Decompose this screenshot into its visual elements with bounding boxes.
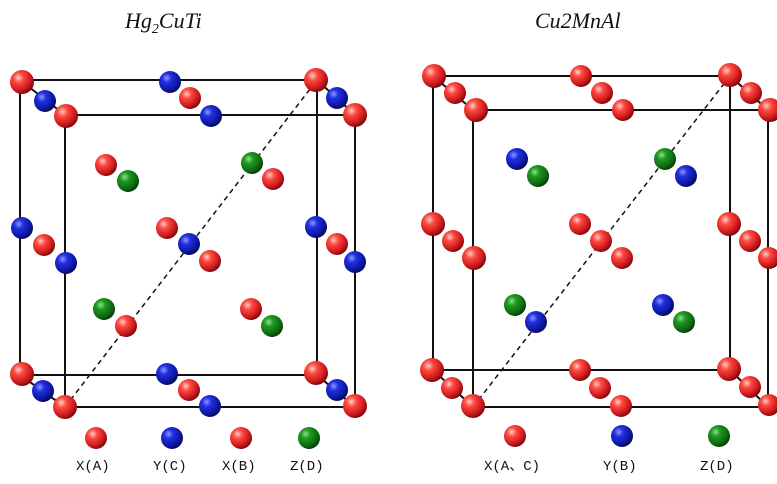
- atom-green: [261, 315, 283, 337]
- atom-red: [33, 234, 55, 256]
- atom-red: [462, 246, 486, 270]
- atom-red: [610, 395, 632, 417]
- atom-red: [758, 394, 777, 416]
- legend-swatch-xac: [504, 425, 526, 447]
- atom-red: [304, 68, 328, 92]
- left-legend: X(A) Y(C) X(B) Z(D): [76, 427, 324, 475]
- atom-red: [442, 230, 464, 252]
- atom-blue: [55, 252, 77, 274]
- legend-label-yb: Y(B): [603, 459, 637, 475]
- atom-red: [240, 298, 262, 320]
- atom-blue: [344, 251, 366, 273]
- atom-red: [739, 230, 761, 252]
- atom-blue: [326, 379, 348, 401]
- legend-swatch-yc: [161, 427, 183, 449]
- atom-red: [343, 103, 367, 127]
- atom-blue: [675, 165, 697, 187]
- left-body-diagonal: [64, 79, 318, 408]
- legend-label-zd-right: Z(D): [700, 459, 734, 475]
- atom-green: [117, 170, 139, 192]
- right-legend: X(A、C) Y(B) Z(D): [484, 425, 734, 475]
- legend-swatch-zd: [298, 427, 320, 449]
- atom-blue: [178, 233, 200, 255]
- atom-red: [199, 250, 221, 272]
- atom-red: [420, 358, 444, 382]
- legend-label-xa: X(A): [76, 459, 110, 475]
- atom-red: [10, 70, 34, 94]
- atom-red: [589, 377, 611, 399]
- atom-red: [758, 247, 777, 269]
- legend-label-yc: Y(C): [153, 459, 187, 475]
- atom-red: [612, 99, 634, 121]
- atom-red: [740, 82, 762, 104]
- atom-blue: [159, 71, 181, 93]
- right-atoms: [420, 63, 777, 418]
- atom-red: [156, 217, 178, 239]
- left-panel-title: Hg2CuTi: [124, 8, 202, 37]
- atom-green: [93, 298, 115, 320]
- left-unit-cell: X(A) Y(C) X(B) Z(D): [10, 68, 367, 475]
- atom-blue: [506, 148, 528, 170]
- atom-blue: [305, 216, 327, 238]
- legend-swatch-yb: [611, 425, 633, 447]
- atom-blue: [32, 380, 54, 402]
- atom-green: [504, 294, 526, 316]
- atom-red: [115, 315, 137, 337]
- atom-red: [461, 394, 485, 418]
- atom-red: [570, 65, 592, 87]
- atom-blue: [525, 311, 547, 333]
- atom-red: [758, 98, 777, 122]
- atom-red: [611, 247, 633, 269]
- atom-blue: [199, 395, 221, 417]
- atom-red: [95, 154, 117, 176]
- atom-red: [464, 98, 488, 122]
- atom-red: [718, 63, 742, 87]
- atom-red: [54, 104, 78, 128]
- right-unit-cell: X(A、C) Y(B) Z(D): [420, 63, 777, 475]
- legend-label-zd: Z(D): [290, 459, 324, 475]
- legend-label-xac: X(A、C): [484, 459, 540, 475]
- atom-red: [53, 395, 77, 419]
- atom-red: [262, 168, 284, 190]
- legend-swatch-xb: [230, 427, 252, 449]
- atom-red: [178, 379, 200, 401]
- atom-blue: [200, 105, 222, 127]
- legend-label-xb: X(B): [222, 459, 256, 475]
- atom-green: [673, 311, 695, 333]
- atom-red: [422, 64, 446, 88]
- atom-red: [326, 233, 348, 255]
- atom-green: [241, 152, 263, 174]
- atom-blue: [652, 294, 674, 316]
- atom-red: [569, 213, 591, 235]
- right-panel-title: Cu2MnAl: [535, 8, 621, 33]
- atom-red: [444, 82, 466, 104]
- atom-red: [304, 361, 328, 385]
- atom-red: [569, 359, 591, 381]
- atom-blue: [326, 87, 348, 109]
- atom-red: [739, 376, 761, 398]
- legend-swatch-zd-right: [708, 425, 730, 447]
- atom-red: [421, 212, 445, 236]
- atom-red: [10, 362, 34, 386]
- atom-red: [343, 394, 367, 418]
- atom-green: [527, 165, 549, 187]
- atom-red: [717, 212, 741, 236]
- atom-green: [654, 148, 676, 170]
- atom-red: [717, 357, 741, 381]
- atom-red: [441, 377, 463, 399]
- left-atoms: [10, 68, 367, 419]
- atom-red: [590, 230, 612, 252]
- atom-red: [591, 82, 613, 104]
- legend-swatch-xa: [85, 427, 107, 449]
- atom-blue: [11, 217, 33, 239]
- atom-blue: [34, 90, 56, 112]
- atom-blue: [156, 363, 178, 385]
- atom-red: [179, 87, 201, 109]
